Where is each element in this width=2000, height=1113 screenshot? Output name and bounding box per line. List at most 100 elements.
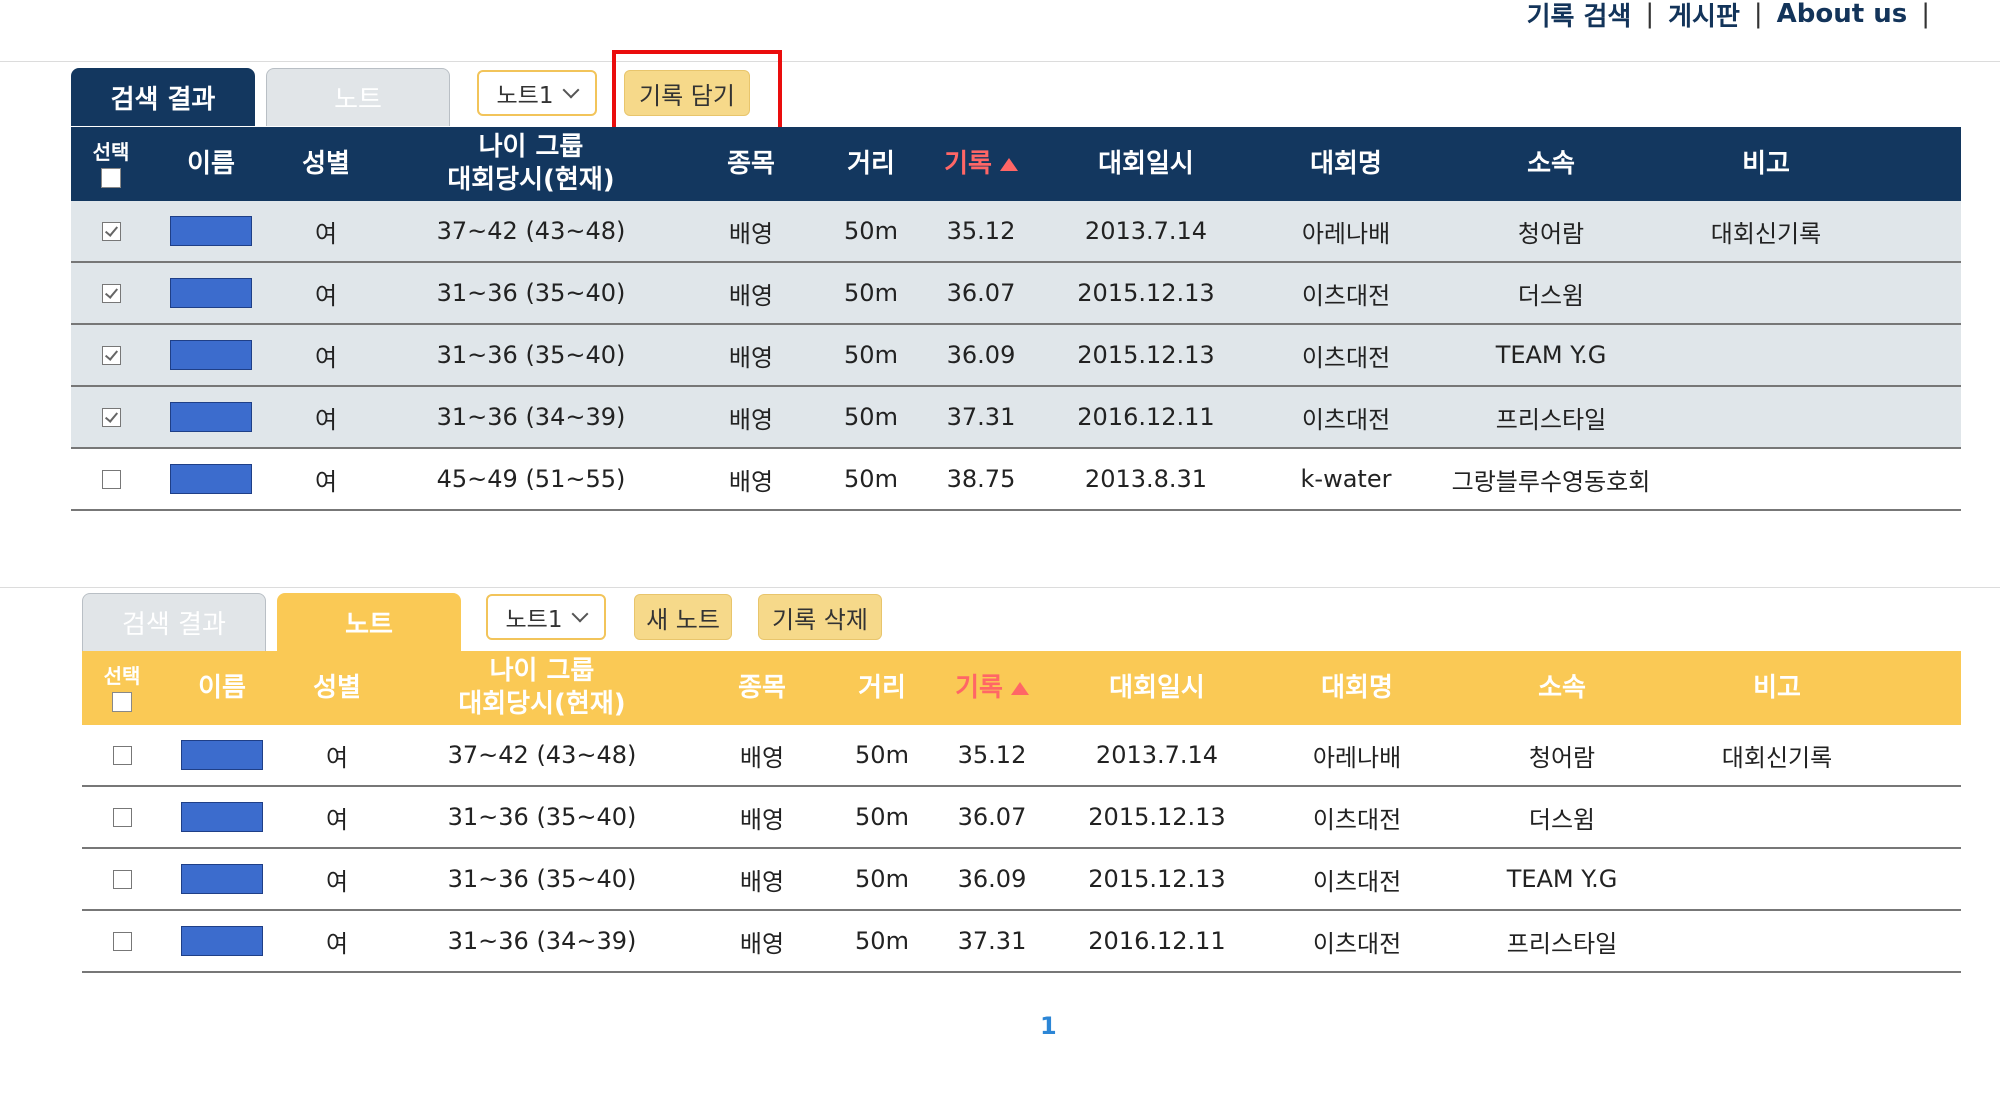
meet-cell: 이츠대전 xyxy=(1312,929,1402,958)
header-distance: 거리 xyxy=(821,148,921,181)
header-team-label: 소속 xyxy=(1527,148,1575,179)
note-select-dropdown[interactable]: 노트1 xyxy=(486,594,606,640)
name-cell xyxy=(162,864,282,894)
distance-cell: 50m xyxy=(844,217,898,245)
header-date-label: 대회일시 xyxy=(1109,672,1205,703)
header-record-label: 기록 xyxy=(955,672,1003,703)
row-checkbox[interactable] xyxy=(101,283,121,303)
distance-cell: 50m xyxy=(844,279,898,307)
record-cell: 36.09 xyxy=(957,865,1027,893)
header-note: 비고 xyxy=(1661,148,1871,181)
team-cell: 프리스타일 xyxy=(1495,405,1607,434)
pagination-page-1[interactable]: 1 xyxy=(1040,1012,1057,1040)
nav-board[interactable]: 게시판 xyxy=(1668,1,1740,32)
table-row[interactable]: 여 31~36 (35~40) 배영 50m 36.09 2015.12.13 이츠대전 TE… xyxy=(71,325,1961,387)
header-record[interactable]: 기록 xyxy=(932,672,1052,705)
tab-search-results[interactable]: 검색 결과 xyxy=(82,593,266,651)
record-cell: 35.12 xyxy=(946,217,1016,245)
new-note-button[interactable]: 새 노트 xyxy=(634,594,732,640)
header-select-label: 선택 xyxy=(103,664,141,688)
table-row[interactable]: 여 37~42 (43~48) 배영 50m 35.12 2013.7.14 아레나배 청어람… xyxy=(71,201,1961,263)
team-cell: 더스윔 xyxy=(1517,281,1585,310)
header-meet: 대회명 xyxy=(1262,672,1452,705)
tab-note[interactable]: 노트 xyxy=(277,593,461,651)
meet-cell: 아레나배 xyxy=(1301,219,1391,248)
distance-cell: 50m xyxy=(844,403,898,431)
header-select-label: 선택 xyxy=(92,140,130,164)
table-row[interactable]: 여 31~36 (34~39) 배영 50m 37.31 2016.12.11 이츠대전 프리… xyxy=(82,911,1961,973)
table-body: 여 37~42 (43~48) 배영 50m 35.12 2013.7.14 아레나배 청어람… xyxy=(82,725,1961,973)
name-cell xyxy=(151,402,271,432)
tab-note[interactable]: 노트 xyxy=(266,68,450,126)
row-checkbox[interactable] xyxy=(101,221,121,241)
header-age-group: 나이 그룹 대회당시(현재) xyxy=(392,655,692,721)
record-cell: 35.12 xyxy=(957,741,1027,769)
team-cell: 청어람 xyxy=(1517,219,1585,248)
note-table: 선택 이름 성별 나이 그룹 대회당시(현재) 종목 거리 기록 대회일시 대회명 소속 비고 여 37… xyxy=(82,651,1961,973)
header-event: 종목 xyxy=(681,148,821,181)
name-cell xyxy=(151,278,271,308)
table-row[interactable]: 여 37~42 (43~48) 배영 50m 35.12 2013.7.14 아레나배 청어람… xyxy=(82,725,1961,787)
meet-cell: 이츠대전 xyxy=(1301,343,1391,372)
tab-search-results[interactable]: 검색 결과 xyxy=(71,68,255,126)
select-all-checkbox[interactable] xyxy=(101,168,121,188)
table-row[interactable]: 여 31~36 (35~40) 배영 50m 36.07 2015.12.13 이츠대전 더스… xyxy=(71,263,1961,325)
table-row[interactable]: 여 31~36 (34~39) 배영 50m 37.31 2016.12.11 이츠대전 프리… xyxy=(71,387,1961,449)
header-date: 대회일시 xyxy=(1052,672,1262,705)
nav-record-search[interactable]: 기록 검색 xyxy=(1526,1,1632,32)
row-checkbox[interactable] xyxy=(112,807,132,827)
gender-cell: 여 xyxy=(314,343,338,372)
header-name: 이름 xyxy=(198,672,246,703)
row-checkbox[interactable] xyxy=(101,407,121,427)
redacted-name xyxy=(170,216,252,246)
table-row[interactable]: 여 31~36 (35~40) 배영 50m 36.09 2015.12.13 이츠대전 TE… xyxy=(82,849,1961,911)
nav-about-us[interactable]: About us xyxy=(1776,0,1908,29)
row-checkbox[interactable] xyxy=(112,745,132,765)
meet-cell: 아레나배 xyxy=(1312,743,1402,772)
chevron-down-icon xyxy=(562,81,580,99)
age-cell: 37~42 (43~48) xyxy=(447,741,637,769)
redacted-name xyxy=(181,864,263,894)
meet-cell: 이츠대전 xyxy=(1312,867,1402,896)
record-cell: 36.09 xyxy=(946,341,1016,369)
meet-cell: 이츠대전 xyxy=(1301,405,1391,434)
event-cell: 배영 xyxy=(728,281,774,310)
table-body: 여 37~42 (43~48) 배영 50m 35.12 2013.7.14 아레나배 청어람… xyxy=(71,201,1961,511)
row-checkbox[interactable] xyxy=(112,931,132,951)
row-select-cell xyxy=(71,345,151,365)
team-cell: 청어람 xyxy=(1528,743,1596,772)
header-distance-label: 거리 xyxy=(858,672,906,703)
row-checkbox[interactable] xyxy=(112,869,132,889)
header-name: 이름 xyxy=(187,148,235,179)
table-row[interactable]: 여 45~49 (51~55) 배영 50m 38.75 2013.8.31 k-water… xyxy=(71,449,1961,511)
team-cell: 그랑블루수영동호회 xyxy=(1451,467,1651,496)
record-cell: 36.07 xyxy=(957,803,1027,831)
redacted-name xyxy=(181,802,263,832)
header-select: 선택 xyxy=(82,664,162,712)
age-cell: 31~36 (35~40) xyxy=(436,341,626,369)
team-cell: TEAM Y.G xyxy=(1495,341,1607,369)
date-cell: 2015.12.13 xyxy=(1088,865,1226,893)
row-checkbox[interactable] xyxy=(101,345,121,365)
team-cell: 더스윔 xyxy=(1528,805,1596,834)
name-cell xyxy=(162,926,282,956)
meet-cell: k-water xyxy=(1300,465,1392,493)
header-meet: 대회명 xyxy=(1251,148,1441,181)
date-cell: 2015.12.13 xyxy=(1077,279,1215,307)
note-select-dropdown[interactable]: 노트1 xyxy=(477,70,597,116)
save-record-button[interactable]: 기록 담기 xyxy=(624,70,750,116)
select-all-checkbox[interactable] xyxy=(112,692,132,712)
delete-record-button[interactable]: 기록 삭제 xyxy=(758,594,882,640)
table-row[interactable]: 여 31~36 (35~40) 배영 50m 36.07 2015.12.13 이츠대전 더스… xyxy=(82,787,1961,849)
meet-cell: 이츠대전 xyxy=(1312,805,1402,834)
redacted-name xyxy=(181,926,263,956)
nav-separator: | xyxy=(1645,0,1655,29)
age-cell: 37~42 (43~48) xyxy=(436,217,626,245)
date-cell: 2016.12.11 xyxy=(1088,927,1226,955)
name-cell xyxy=(151,216,271,246)
header-team-label: 소속 xyxy=(1538,672,1586,703)
row-checkbox[interactable] xyxy=(101,469,121,489)
header-event: 종목 xyxy=(692,672,832,705)
header-record[interactable]: 기록 xyxy=(921,148,1041,181)
meet-cell: 이츠대전 xyxy=(1301,281,1391,310)
